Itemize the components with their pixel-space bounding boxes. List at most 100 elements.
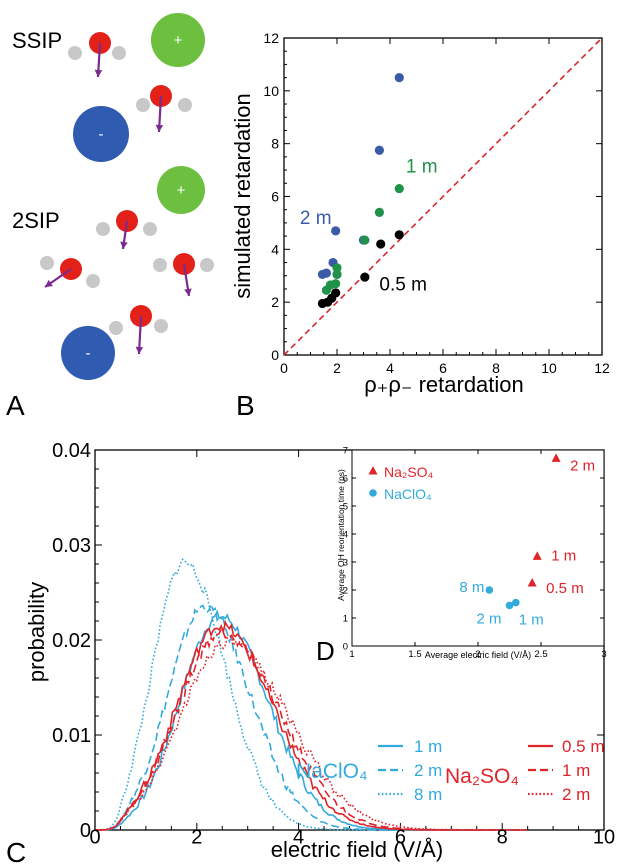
panel-d-legend: Na₂SO₄ NaClO₄: [368, 464, 434, 502]
panel-d-x-tick-label: 1: [349, 649, 354, 660]
point-label: 0.5 m: [546, 580, 584, 597]
legend-entry-label: 2 m: [414, 761, 442, 780]
dipole-arrowhead: [120, 241, 128, 249]
anion: [73, 106, 129, 162]
panel-d-letter: D: [316, 636, 335, 666]
panel-c-y-tick-label: 0.04: [52, 440, 91, 462]
legend-entry-label: NaClO₄: [384, 486, 432, 502]
scatter-point: [332, 269, 342, 280]
panel-c-y-tick-label: 0: [80, 820, 91, 842]
panel-b-y-tick-label: 8: [271, 136, 279, 152]
panel-d-y-tick-label: 7: [343, 446, 348, 457]
legend-entry-label: Na₂SO₄: [384, 464, 434, 480]
panel-d-axes: [351, 449, 605, 647]
panel-c-y-label: probability: [24, 582, 49, 682]
legend-entry-label: 2 m: [562, 785, 590, 804]
water-molecule: [96, 210, 157, 250]
panel-a-schematic: SSIP 2SIP + - + - A: [6, 13, 214, 421]
panel-b-y-tick-labels: 0 2 4 6 8 10 12: [263, 30, 279, 363]
panel-c-y-tick-labels: 0 0.01 0.02 0.03 0.04: [52, 440, 91, 842]
scatter-point: [331, 288, 341, 298]
panel-c-x-tick-label: 0: [89, 826, 100, 848]
anion: [61, 326, 115, 380]
panel-d-y-label: Average OH reorientation time (ps): [336, 469, 346, 601]
panel-c-x-tick-labels: 0 2 4 6 8 10: [89, 826, 615, 848]
scatter-point-circle: [505, 601, 514, 610]
legend-marker-circle: [369, 489, 377, 497]
scatter-point: [394, 183, 404, 194]
legend-entry-label: 0.5 m: [562, 737, 605, 756]
panel-b-y-tick-label: 2: [271, 294, 279, 310]
2sip-label: 2SIP: [12, 208, 60, 233]
scatter-point: [374, 145, 384, 155]
water-molecule: [109, 305, 168, 355]
scatter-point-circle: [512, 598, 520, 607]
series-annotation: 2 m: [300, 208, 332, 229]
water-molecule: [136, 85, 192, 133]
panel-d-x-tick-label: 2: [475, 649, 480, 660]
panel-c-y-tick-label: 0.02: [52, 630, 91, 652]
panel-c-lines: [95, 558, 527, 831]
panel-a-letter: A: [6, 390, 25, 421]
panel-b-x-tick-label: 4: [386, 360, 394, 376]
reference-diagonal-line: [283, 37, 603, 356]
panel-b-x-tick-label: 2: [333, 360, 341, 376]
water-molecule: [153, 253, 214, 297]
panel-d-y-tick-labels: 0 1 2 3 4 5 6 7: [343, 446, 348, 653]
panel-b-points: [317, 73, 404, 309]
panel-d-x-tick-label: 3: [601, 649, 606, 660]
dipole-arrowhead: [155, 124, 164, 132]
legend-entry-label: 1 m: [562, 761, 590, 780]
panel-c-x-tick-label: 4: [293, 826, 304, 848]
legend-entry-label: 1 m: [414, 737, 442, 756]
dipole-arrowhead: [184, 288, 192, 296]
scatter-point: [394, 230, 404, 240]
hydrogen-atom: [86, 274, 100, 288]
dipole-arrowhead: [45, 279, 53, 287]
hydrogen-atom: [200, 258, 214, 272]
panel-d-x-label: Average electric field (V/Å): [425, 650, 531, 660]
panel-b-scatter: 0 2 4 6 8 10 12 0 2 4 6 8 10 12 2 m 1 m 0.5 m ρ₊ρ₋ ret…: [230, 30, 610, 421]
hydrogen-atom: [40, 256, 54, 270]
panel-b-x-tick-label: 6: [439, 360, 447, 376]
scatter-point-circle: [485, 586, 494, 594]
panel-d-x-tick-labels: 1 1.5 2 2.5 3: [349, 649, 606, 660]
hydrogen-atom: [96, 222, 110, 236]
panel-c-x-tick-label: 10: [593, 826, 615, 848]
water-molecule: [68, 32, 126, 78]
scatter-point: [331, 279, 341, 289]
panel-b-x-tick-labels: 0 2 4 6 8 10 12: [280, 360, 610, 376]
hydrogen-atom: [136, 98, 150, 112]
water-molecule: [40, 256, 100, 288]
panel-c-x-tick-label: 2: [191, 826, 202, 848]
anion-sign: -: [86, 345, 91, 362]
legend-group-label: Na₂SO₄: [445, 765, 519, 788]
point-label: 8 m: [459, 579, 484, 596]
panel-d-y-tick-label: 3: [343, 558, 348, 569]
panel-c-x-label: electric field (V/Å): [271, 837, 443, 862]
panel-c-letter: C: [6, 837, 26, 866]
hydrogen-atom: [112, 46, 126, 60]
hydrogen-atom: [68, 46, 82, 60]
panel-d-frame: [351, 449, 605, 647]
scatter-point: [360, 235, 370, 245]
point-label: 2 m: [570, 457, 595, 474]
panel-d-y-tick-label: 0: [343, 642, 348, 653]
scatter-point: [332, 263, 342, 273]
anion-sign: -: [99, 126, 104, 143]
scatter-point: [376, 239, 386, 249]
panel-c-y-tick-label: 0.03: [52, 535, 91, 557]
panel-b-y-tick-label: 12: [263, 30, 279, 46]
panel-c-y-tick-label: 0.01: [52, 725, 91, 747]
scatter-point-triangle: [527, 578, 537, 587]
hydrogen-atom: [153, 258, 167, 272]
panel-d-x-tick-label: 1.5: [408, 649, 421, 660]
panel-b-y-tick-label: 10: [263, 83, 279, 99]
molecule-group: + - + -: [40, 13, 214, 380]
point-label: 1 m: [519, 612, 544, 629]
hydrogen-atom: [109, 321, 123, 335]
panel-b-x-tick-label: 8: [492, 360, 500, 376]
